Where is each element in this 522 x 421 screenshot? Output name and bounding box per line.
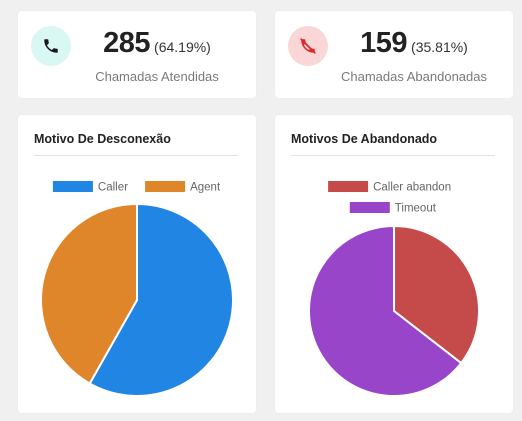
answered-calls-card: 285 (64.19%) Chamadas Atendidas [18, 11, 256, 98]
missed-call-icon [288, 26, 328, 66]
answered-calls-label: Chamadas Atendidas [95, 69, 219, 84]
answered-calls-percent: (64.19%) [154, 39, 211, 55]
abandoned-calls-percent: (35.81%) [411, 39, 468, 55]
answered-calls-value-row: 285 (64.19%) [18, 27, 256, 60]
legend-swatch-agent[interactable] [145, 181, 186, 192]
chart-title: Motivo De Desconexão [34, 132, 171, 146]
legend-swatch-caller-abandon[interactable] [328, 181, 369, 192]
abandoned-calls-label: Chamadas Abandonadas [340, 69, 487, 84]
legend-label-caller[interactable]: Caller [98, 182, 128, 194]
legend-label-timeout[interactable]: Timeout [395, 203, 437, 215]
pie-slice-caller[interactable] [88, 202, 234, 397]
abandoned-calls-card: 159 (35.81%) Chamadas Abandonadas [275, 11, 513, 98]
pie-slice-caller-abandon[interactable] [393, 224, 480, 365]
chart-title: Motivos De Abandonado [291, 132, 438, 146]
pie-slice-agent[interactable] [40, 202, 138, 385]
abandon-reason-pie-chart: Caller abandon Timeout [308, 181, 480, 397]
pie-slice-timeout[interactable] [308, 224, 463, 397]
disconnect-reason-pie-chart: Caller Agent [40, 181, 234, 397]
disconnect-reason-card: Motivo De Desconexão Caller Agent [18, 115, 256, 413]
abandoned-calls-count: 159 [360, 27, 408, 59]
title-divider [34, 155, 238, 156]
abandon-reason-card: Motivos De Abandonado Caller abandon Time… [275, 115, 513, 413]
legend-label-caller-abandon[interactable]: Caller abandon [373, 182, 451, 194]
legend-label-agent[interactable]: Agent [190, 182, 221, 194]
title-divider [291, 155, 495, 156]
legend-swatch-timeout[interactable] [349, 202, 390, 213]
phone-icon [31, 26, 71, 66]
abandoned-calls-value-row: 159 (35.81%) [275, 27, 513, 60]
answered-calls-count: 285 [103, 27, 151, 59]
legend-swatch-caller[interactable] [52, 181, 93, 192]
